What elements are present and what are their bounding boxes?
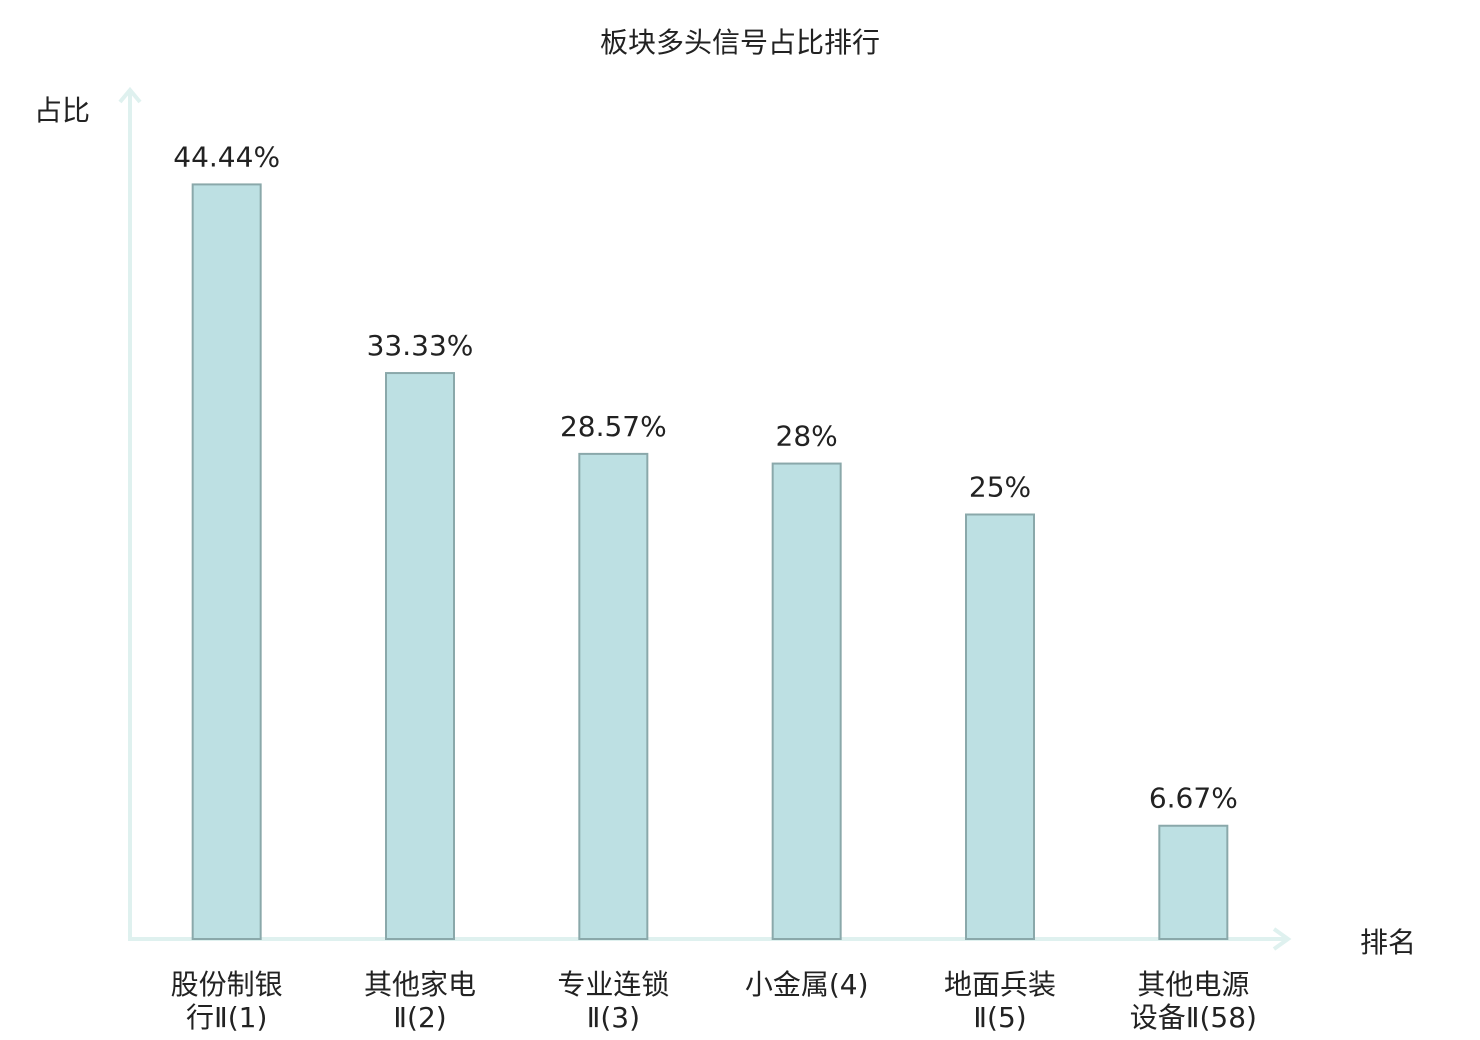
bar xyxy=(578,452,649,940)
value-label: 44.44% xyxy=(173,140,280,173)
bar xyxy=(1158,824,1229,941)
chart-title: 板块多头信号占比排行 xyxy=(600,26,880,59)
x-tick-label: 地面兵装 Ⅱ(5) xyxy=(944,968,1056,1034)
bar xyxy=(191,183,262,940)
value-label: 6.67% xyxy=(1149,782,1238,815)
bar xyxy=(771,462,842,940)
x-tick-label: 其他家电 Ⅱ(2) xyxy=(364,968,476,1034)
x-tick-label: 其他电源设备Ⅱ(58) xyxy=(1130,968,1257,1034)
x-arrow xyxy=(1272,927,1292,951)
y-arrow xyxy=(118,86,142,104)
value-label: 25% xyxy=(969,471,1031,504)
bar xyxy=(965,513,1035,940)
axes xyxy=(128,92,1286,941)
x-axis-label: 排名 xyxy=(1360,926,1416,959)
value-label: 28% xyxy=(776,420,838,453)
x-tick-label: 专业连锁 Ⅱ(3) xyxy=(557,968,669,1034)
value-label: 33.33% xyxy=(367,329,474,362)
x-tick-label: 股份制银行Ⅱ(1) xyxy=(171,968,283,1034)
x-tick-label: 小金属(4) xyxy=(745,968,869,1001)
bar xyxy=(385,372,455,941)
value-label: 28.57% xyxy=(560,410,667,443)
y-axis-label: 占比 xyxy=(34,94,90,127)
